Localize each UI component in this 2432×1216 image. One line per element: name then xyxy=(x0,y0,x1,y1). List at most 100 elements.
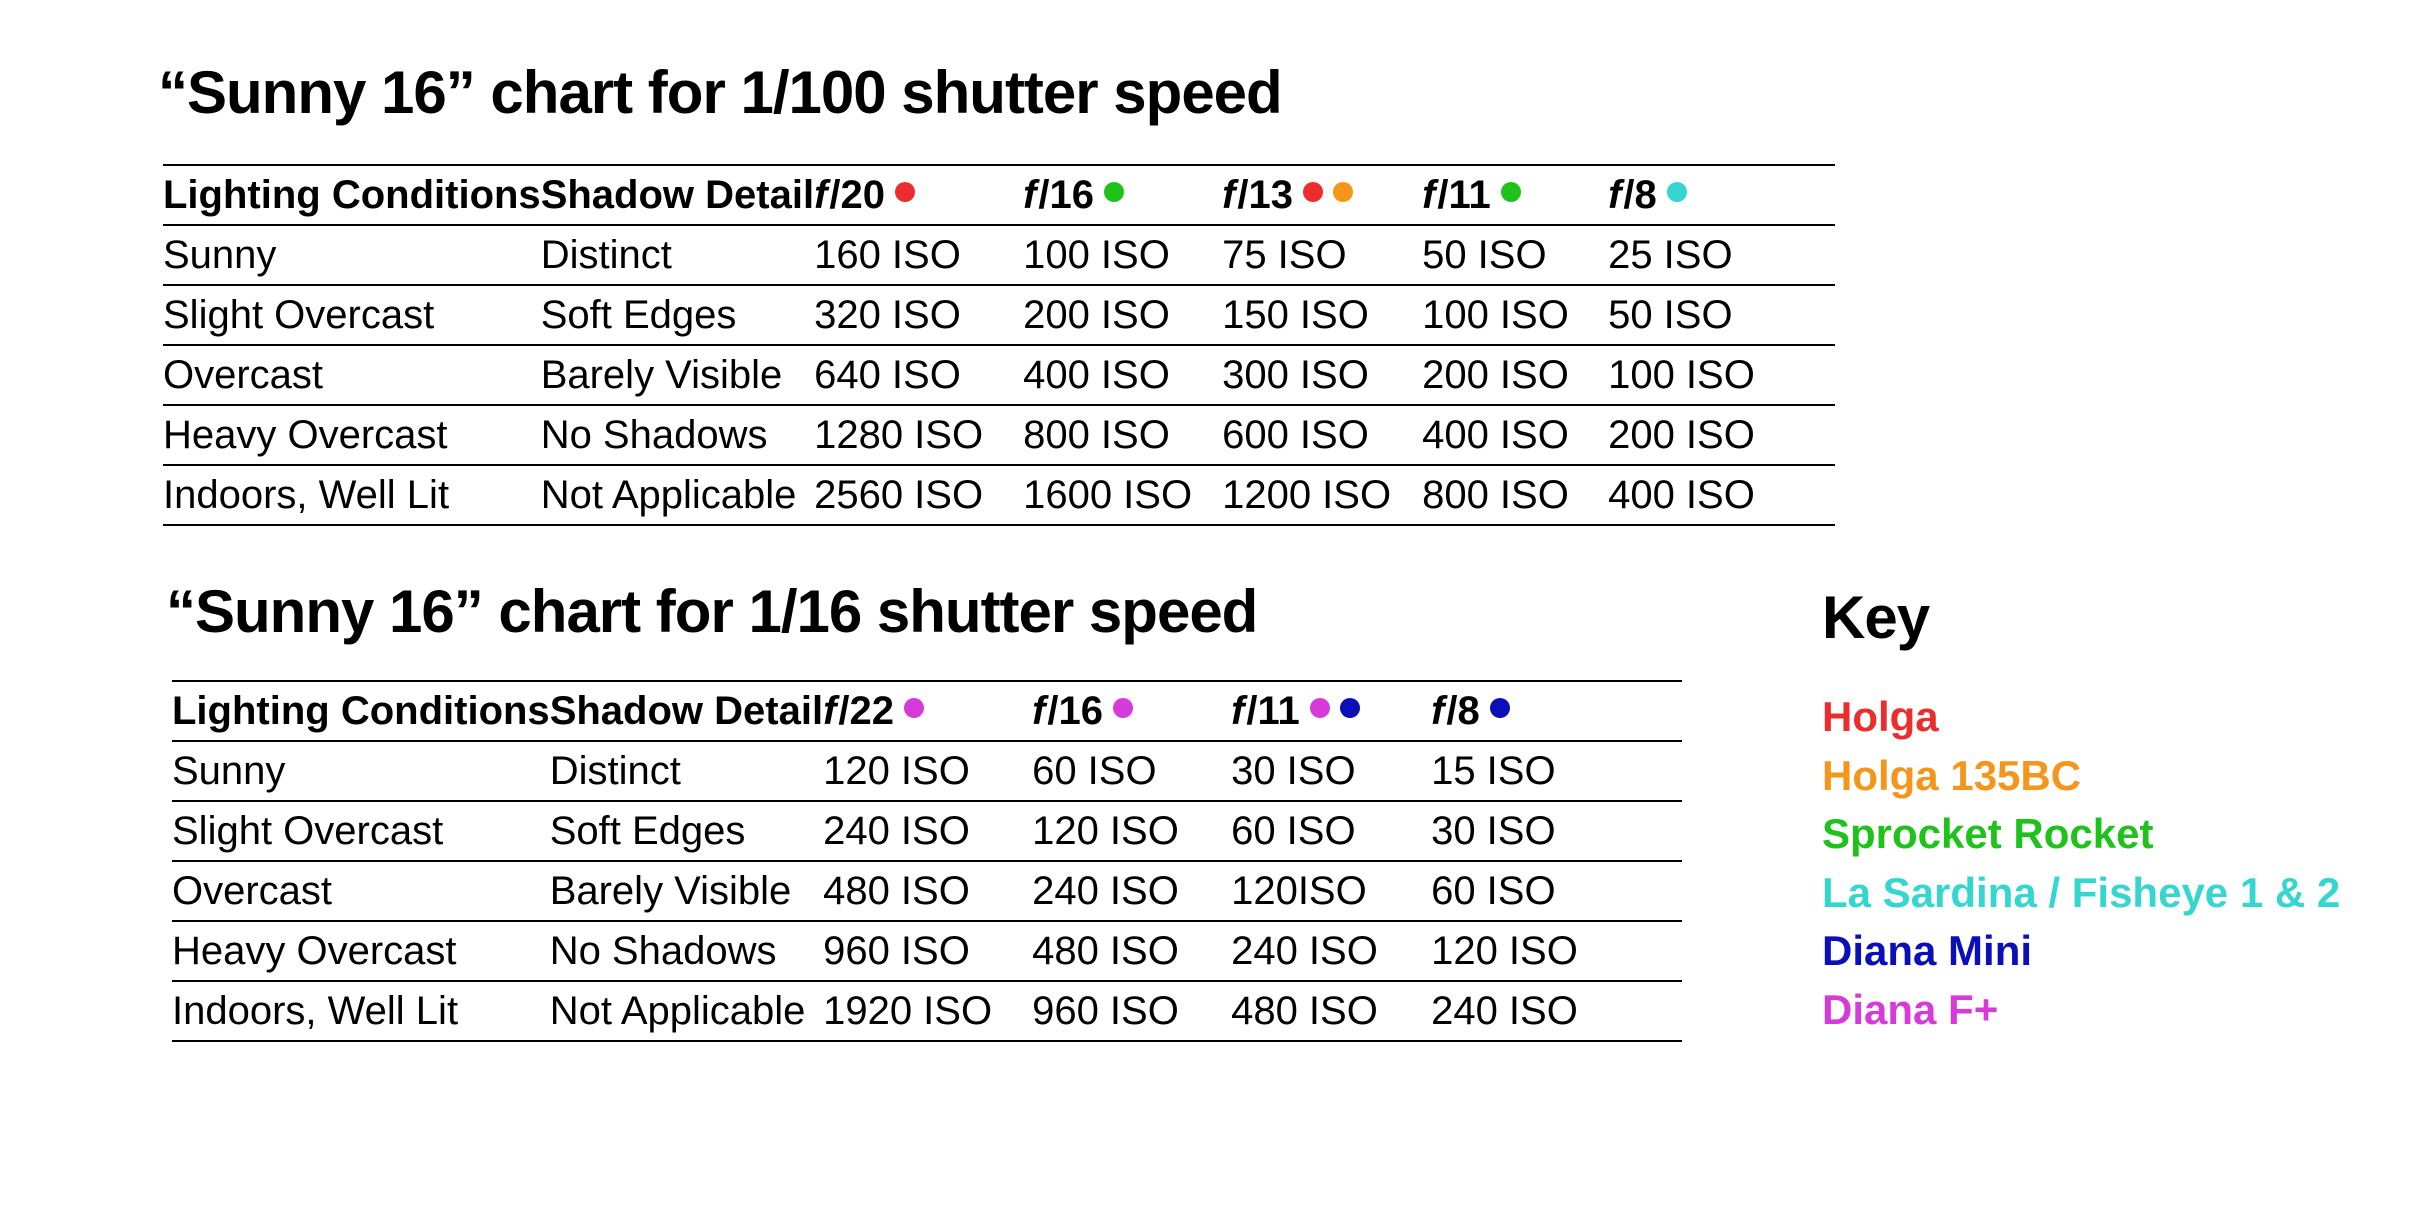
cell-lighting: Sunny xyxy=(172,741,550,802)
camera-dot-icon xyxy=(1666,181,1687,202)
header-lighting-conditions: Lighting Conditions xyxy=(172,680,550,742)
aperture-f: f xyxy=(1222,172,1236,217)
cell-shadow: No Shadows xyxy=(549,921,824,982)
cell-lighting: Indoors, Well Lit xyxy=(163,465,541,526)
table-row: Slight Overcast Soft Edges 320 ISO 200 ISO 1… xyxy=(163,285,1835,346)
cell-iso: 100 ISO xyxy=(1608,345,1835,406)
header-aperture: f/11 xyxy=(1422,164,1609,226)
camera-dot-icon xyxy=(1339,697,1360,718)
cell-iso: 320 ISO xyxy=(814,285,1024,346)
cell-iso: 60 ISO xyxy=(1431,861,1682,922)
cell-iso: 640 ISO xyxy=(814,345,1024,406)
cell-shadow: Barely Visible xyxy=(540,345,815,406)
camera-key: Key Holga Holga 135BC Sprocket Rocket La Sa… xyxy=(1822,583,2340,1040)
cell-iso: 800 ISO xyxy=(1023,405,1223,466)
table-row: Indoors, Well Lit Not Applicable 2560 ISO 1… xyxy=(163,465,1835,526)
header-aperture: f/8 xyxy=(1431,680,1682,742)
cell-iso: 1920 ISO xyxy=(823,981,1033,1042)
cell-iso: 480 ISO xyxy=(823,861,1033,922)
key-title: Key xyxy=(1822,584,1930,651)
cell-iso: 600 ISO xyxy=(1222,405,1423,466)
cell-lighting: Overcast xyxy=(172,861,550,922)
table1-title: “Sunny 16” chart for 1/100 shutter speed xyxy=(158,59,1283,126)
cell-lighting: Slight Overcast xyxy=(172,801,550,862)
cell-iso: 120 ISO xyxy=(1032,801,1232,862)
cell-iso: 15 ISO xyxy=(1431,741,1682,802)
cell-shadow: Barely Visible xyxy=(549,861,824,922)
camera-dot-icon xyxy=(1489,697,1510,718)
cell-iso: 480 ISO xyxy=(1032,921,1232,982)
cell-lighting: Sunny xyxy=(163,225,541,286)
cell-shadow: Not Applicable xyxy=(549,981,824,1042)
aperture-f: f xyxy=(814,172,828,217)
cell-iso: 1200 ISO xyxy=(1222,465,1423,526)
table1-exposure-chart: Lighting Conditions Shadow Detail f/20 f/16… xyxy=(163,164,1835,526)
camera-dot-icon xyxy=(1303,181,1324,202)
key-item: Holga xyxy=(1822,693,1939,740)
cell-iso: 120ISO xyxy=(1231,861,1432,922)
table1-header-row: Lighting Conditions Shadow Detail f/20 f/16… xyxy=(163,164,1835,226)
key-list: Holga Holga 135BC Sprocket Rocket La Sardin… xyxy=(1822,688,2340,1040)
cell-iso: 30 ISO xyxy=(1431,801,1682,862)
aperture-number: /20 xyxy=(829,172,886,217)
cell-iso: 240 ISO xyxy=(823,801,1033,862)
cell-iso: 240 ISO xyxy=(1431,981,1682,1042)
camera-dot-icon xyxy=(1104,181,1125,202)
cell-iso: 300 ISO xyxy=(1222,345,1423,406)
key-item: Diana F+ xyxy=(1822,985,1999,1033)
cell-lighting: Heavy Overcast xyxy=(163,405,541,466)
cell-iso: 50 ISO xyxy=(1422,225,1609,286)
aperture-number: /16 xyxy=(1038,172,1095,217)
table-row: Heavy Overcast No Shadows 1280 ISO 800 ISO 6… xyxy=(163,405,1835,466)
cell-iso: 60 ISO xyxy=(1231,801,1432,862)
cell-iso: 1280 ISO xyxy=(814,405,1024,466)
table-row: Sunny Distinct 120 ISO 60 ISO 30 ISO 15 ISO xyxy=(172,741,1682,802)
cell-iso: 75 ISO xyxy=(1222,225,1423,286)
cell-lighting: Slight Overcast xyxy=(163,285,541,346)
cell-shadow: Soft Edges xyxy=(540,285,815,346)
cell-shadow: Distinct xyxy=(549,741,824,802)
cell-shadow: Not Applicable xyxy=(540,465,815,526)
cell-iso: 30 ISO xyxy=(1231,741,1432,802)
aperture-f: f xyxy=(1023,172,1037,217)
cell-iso: 150 ISO xyxy=(1222,285,1423,346)
cell-iso: 2560 ISO xyxy=(814,465,1024,526)
cell-iso: 480 ISO xyxy=(1231,981,1432,1042)
cell-iso: 160 ISO xyxy=(814,225,1024,286)
cell-iso: 240 ISO xyxy=(1032,861,1232,922)
camera-dot-icon xyxy=(904,697,925,718)
key-item: Holga 135BC xyxy=(1822,751,2082,799)
cell-iso: 960 ISO xyxy=(823,921,1033,982)
table-row: Sunny Distinct 160 ISO 100 ISO 75 ISO 50 ISO 2… xyxy=(163,225,1835,286)
aperture-number: /8 xyxy=(1623,172,1657,217)
camera-dot-icon xyxy=(1333,181,1354,202)
aperture-f: f xyxy=(1032,688,1046,733)
table2-title: “Sunny 16” chart for 1/16 shutter speed xyxy=(166,578,1258,645)
header-aperture: f/22 xyxy=(823,680,1033,742)
cell-iso: 400 ISO xyxy=(1422,405,1609,466)
aperture-number: /22 xyxy=(838,688,895,733)
cell-iso: 100 ISO xyxy=(1422,285,1609,346)
table-row: Overcast Barely Visible 640 ISO 400 ISO 300 … xyxy=(163,345,1835,406)
cell-iso: 60 ISO xyxy=(1032,741,1232,802)
header-shadow-detail: Shadow Detail xyxy=(540,164,815,226)
cell-iso: 200 ISO xyxy=(1023,285,1223,346)
header-aperture: f/20 xyxy=(814,164,1024,226)
header-aperture: f/13 xyxy=(1222,164,1423,226)
table2-exposure-chart: Lighting Conditions Shadow Detail f/22 f/16… xyxy=(172,680,1682,1042)
header-aperture: f/11 xyxy=(1231,680,1432,742)
cell-shadow: Soft Edges xyxy=(549,801,824,862)
cell-iso: 400 ISO xyxy=(1608,465,1835,526)
aperture-f: f xyxy=(1422,172,1436,217)
aperture-number: /16 xyxy=(1047,688,1104,733)
table-row: Indoors, Well Lit Not Applicable 1920 ISO 9… xyxy=(172,981,1682,1042)
key-item: La Sardina / Fisheye 1 & 2 xyxy=(1822,868,2341,916)
camera-dot-icon xyxy=(1500,181,1521,202)
header-aperture: f/8 xyxy=(1608,164,1835,226)
cell-iso: 100 ISO xyxy=(1023,225,1223,286)
header-aperture: f/16 xyxy=(1023,164,1223,226)
cell-lighting: Heavy Overcast xyxy=(172,921,550,982)
table-row: Overcast Barely Visible 480 ISO 240 ISO 120I… xyxy=(172,861,1682,922)
cell-lighting: Overcast xyxy=(163,345,541,406)
cell-iso: 240 ISO xyxy=(1231,921,1432,982)
